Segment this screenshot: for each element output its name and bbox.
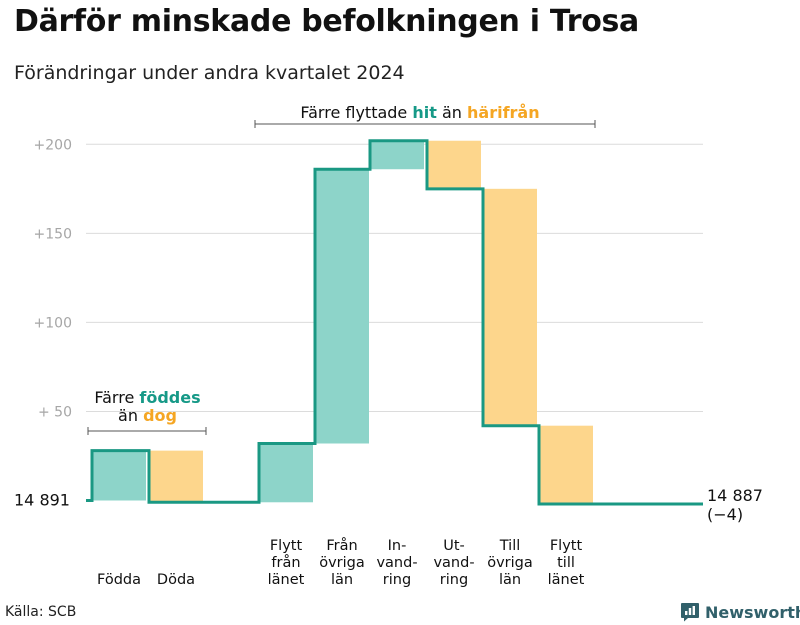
x-category-label: Flytt	[270, 538, 303, 554]
bar-födda	[92, 450, 146, 501]
x-category-label: ring	[440, 572, 468, 588]
end-value-label: 14 887	[707, 486, 763, 505]
bar-döda	[149, 450, 203, 503]
end-change-label: (−4)	[707, 505, 743, 524]
page-subtitle: Förändringar under andra kvartalet 2024	[14, 62, 405, 84]
x-category-label: Födda	[97, 572, 141, 588]
brand-name: Newsworthy	[705, 602, 800, 622]
bar-flytt-till-länet	[539, 425, 593, 505]
y-tick-label: +200	[34, 137, 72, 153]
annotation-migration-bracket	[254, 120, 596, 128]
x-category-label: vand-	[433, 555, 474, 571]
y-tick-label: + 50	[38, 404, 72, 420]
source-note: Källa: SCB	[5, 604, 77, 620]
bar-från-övriga-län	[315, 169, 369, 444]
x-category-label: Från	[326, 537, 357, 554]
x-category-label: Ut-	[443, 538, 465, 554]
annotation-births-line2: än dog	[118, 406, 177, 425]
y-tick-label: +150	[34, 226, 72, 242]
cumulative-line	[86, 139, 703, 506]
x-category-label: Döda	[157, 572, 195, 588]
x-category-label: övriga	[487, 555, 533, 571]
bar-till-övriga-län	[483, 188, 537, 426]
page-title: Därför minskade befolkningen i Trosa	[14, 4, 640, 39]
x-category-label: län	[499, 572, 521, 588]
x-category-label: från	[271, 554, 300, 571]
x-category-label: vand-	[376, 555, 417, 571]
annotation-births-bracket	[87, 427, 207, 435]
bar-invandring	[370, 140, 424, 170]
x-category-label: till	[557, 555, 575, 571]
x-category-label: länet	[548, 572, 585, 588]
start-value-label: 14 891	[14, 491, 70, 510]
x-category-label: Flytt	[550, 538, 583, 554]
x-category-label: ring	[383, 572, 411, 588]
bar-chart-icon	[681, 603, 699, 622]
annotation-births-line1: Färre föddes	[94, 388, 200, 407]
y-tick-label: +100	[34, 315, 72, 331]
x-category-label: övriga	[319, 555, 365, 571]
x-category-label: länet	[268, 572, 305, 588]
x-category-label: In-	[388, 538, 407, 554]
brand-logo: Newsworthy	[680, 600, 800, 624]
x-category-label: Till	[499, 538, 521, 554]
annotation-migration-text: Färre flyttade hit än härifrån	[300, 103, 539, 122]
x-category-label: län	[331, 572, 353, 588]
bar-utvandring	[427, 140, 481, 189]
bar-flytt-från-länet	[259, 443, 313, 503]
